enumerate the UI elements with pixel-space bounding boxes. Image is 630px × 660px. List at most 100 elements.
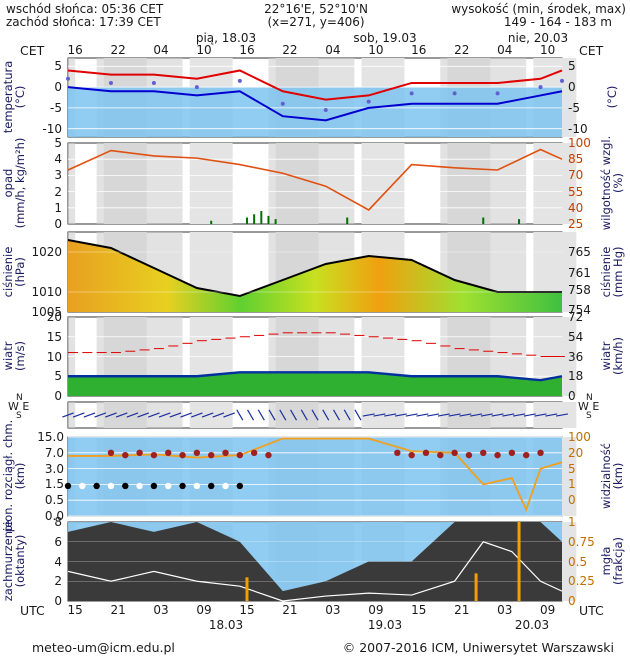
wind-arrow: [236, 409, 244, 421]
wind-arrow: [384, 413, 397, 417]
bottom-date-2: 19.03: [367, 618, 403, 632]
clouds-tick-left: 4: [54, 554, 62, 569]
bottom-tz-right: UTC: [579, 603, 604, 618]
wind-arrow: [448, 413, 461, 417]
wind-arrow: [427, 413, 440, 417]
wind-tick-right: 0: [568, 389, 576, 403]
precip-bar: [253, 214, 256, 224]
temp-mid-point: [66, 76, 70, 81]
precip-bar: [260, 211, 263, 224]
wind-arrow: [62, 412, 74, 418]
temp-tick-right: 5: [568, 59, 576, 74]
visibility-tick-right: 0: [568, 493, 576, 508]
compass-left-n: N: [16, 393, 23, 403]
pressure-tick-right: 765: [568, 245, 591, 259]
cloudbase-tick-left: 0.5: [44, 493, 64, 508]
bottom-hour-label: 09: [540, 603, 556, 617]
wind-arrow: [300, 409, 308, 421]
cloud-top-dot: [537, 449, 544, 456]
wind-arrow: [137, 412, 150, 418]
temp-tick-left: 0: [54, 80, 62, 95]
wind-arrow: [555, 413, 569, 417]
cloud-top-dot: [508, 449, 516, 456]
precip-bar: [346, 217, 349, 224]
top-hour-label: 22: [110, 43, 126, 57]
bottom-hour-label: 21: [454, 603, 470, 617]
bottom-hour-label: 15: [239, 603, 255, 617]
top-hour-label: 04: [497, 43, 513, 57]
wind-arrow: [534, 413, 547, 417]
top-hour-label: 10: [540, 43, 556, 57]
precip-tick-left: 5: [54, 136, 62, 150]
fog-bar: [517, 522, 521, 601]
top-hour-label: 04: [325, 43, 341, 57]
cloud-base-dot: [150, 482, 158, 490]
time-stripe: [189, 143, 233, 224]
footer-email[interactable]: meteo-um@icm.edu.pl: [32, 640, 175, 655]
cloud-base-dot: [122, 482, 129, 490]
cloudbase-tick-left: 7.0: [44, 445, 64, 460]
temp-mid-point: [452, 91, 457, 96]
cloud-base-dot: [107, 482, 115, 490]
temp-mid-point: [151, 80, 156, 85]
cloud-top-dot: [136, 449, 143, 456]
precip-tick-left: 0: [54, 217, 62, 231]
wind-arrow: [480, 413, 493, 417]
fog-axis-label: mgła (frakcja): [599, 536, 625, 586]
wind-tick-right: 36: [568, 349, 584, 364]
day-label-3: nie, 20.03: [507, 31, 569, 45]
precip-bar: [267, 215, 270, 224]
pressure-mmhg-axis-label: ciśnienie (mm Hg): [599, 246, 625, 298]
temp-mid-point: [366, 99, 371, 104]
visibility-tick-right: 5: [568, 461, 576, 476]
cloud-base-dot: [64, 482, 72, 490]
cloud-top-dot: [523, 451, 530, 459]
bottom-hour-label: 21: [282, 603, 298, 617]
top-hour-label: 10: [368, 43, 384, 57]
wind-arrow: [158, 412, 171, 418]
bottom-hour-label: 15: [67, 603, 83, 617]
pressure-tick-left: 1020: [31, 245, 62, 259]
time-stripe: [361, 143, 405, 224]
wind-arrow: [322, 409, 330, 421]
cloud-base-dot: [222, 482, 229, 490]
precip-tick-left: 4: [54, 152, 62, 167]
cloud-base-dot: [207, 482, 215, 490]
wind-arrow: [394, 413, 407, 417]
cloudbase-tick-left: 0.0: [44, 509, 64, 523]
bottom-hour-label: 03: [325, 603, 341, 617]
wind-arrow: [405, 413, 418, 417]
wind-arrow: [523, 413, 536, 417]
precip-bar: [518, 219, 521, 224]
footer-copyright: © 2007-2016 ICM, Uniwersytet Warszawski: [342, 640, 614, 655]
temp-tick-left: -5: [50, 100, 62, 115]
wind-arrow: [502, 413, 515, 417]
night-band: [96, 143, 183, 224]
precip-axis-label: opad (mm/h, kg/m²h): [1, 137, 27, 229]
humidity-tick-right: 70: [568, 168, 584, 183]
wind-arrow: [459, 413, 472, 417]
cloudbase-tick-left: 3.0: [44, 461, 64, 476]
wind-mean-line: [68, 371, 563, 382]
precip-tick-left: 3: [54, 168, 62, 183]
wind-arrow: [83, 412, 96, 418]
cloud-top-dot: [150, 451, 158, 459]
night-band: [268, 402, 355, 428]
night-band: [440, 143, 527, 224]
cloud-top-dot: [480, 449, 487, 456]
wind-arrow: [332, 409, 340, 421]
day-label-1: pią, 18.03: [195, 31, 257, 45]
fog-tick-right: 0.25: [568, 574, 595, 589]
cloud-base-dot: [93, 482, 100, 490]
fog-tick-right: 0.75: [568, 534, 595, 549]
temp-axis-label-right: (°C): [605, 85, 619, 109]
temp-tick-left: -10: [42, 121, 62, 136]
temp-tick-left: 5: [54, 59, 62, 74]
wind-arrow: [191, 412, 203, 418]
top-hour-label: 16: [411, 43, 427, 57]
humidity-tick-right: 55: [568, 184, 584, 199]
clouds-tick-left: 0: [54, 594, 62, 608]
bottom-hour-label: 03: [497, 603, 513, 617]
clouds-tick-left: 2: [54, 574, 62, 589]
